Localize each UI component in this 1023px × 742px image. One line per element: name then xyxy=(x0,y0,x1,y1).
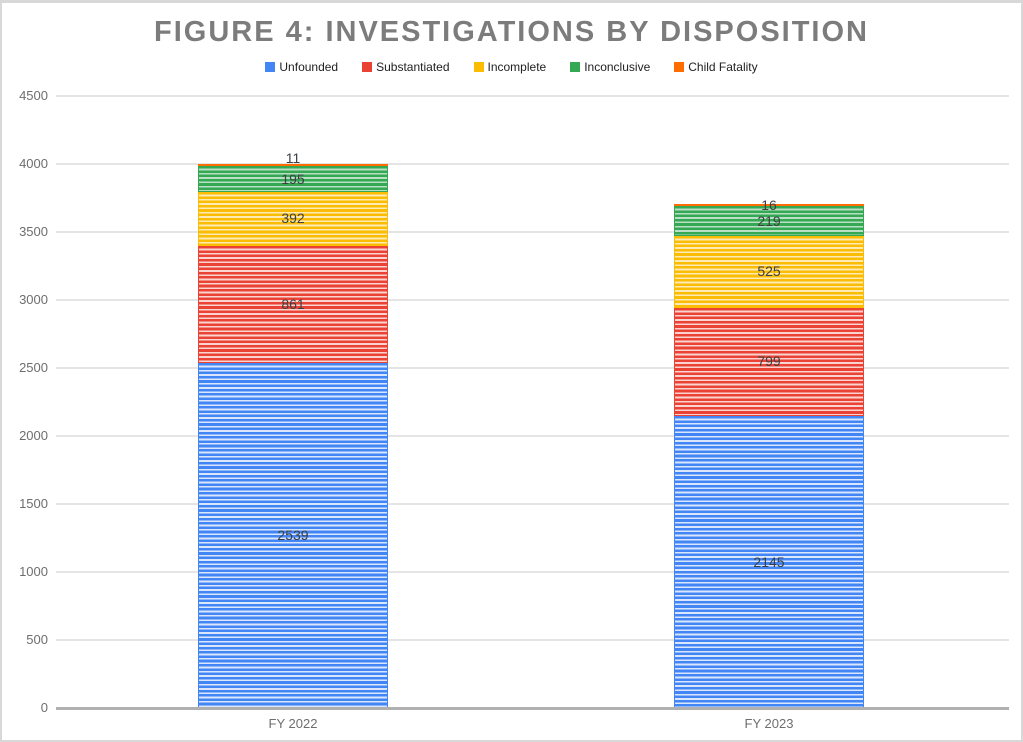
legend-swatch-icon xyxy=(362,62,373,72)
gridline-1500 xyxy=(56,503,1009,505)
bar-segment-unfounded xyxy=(674,416,864,708)
legend-swatch-icon xyxy=(674,62,685,72)
legend-item-substantiated: Substantiated xyxy=(362,60,450,74)
y-tick-label: 4000 xyxy=(19,156,48,171)
legend-label: Unfounded xyxy=(279,60,339,74)
bar-segment-inconclusive xyxy=(674,206,864,237)
chart-title: FIGURE 4: INVESTIGATIONS BY DISPOSITION xyxy=(153,16,869,48)
legend-label: Incomplete xyxy=(487,60,547,74)
legend-label: Inconclusive xyxy=(584,60,651,74)
bar-segment-child-fatality xyxy=(674,204,864,207)
legend-label: Child Fatality xyxy=(688,60,758,74)
data-label: 799 xyxy=(757,353,781,370)
gridline-2500 xyxy=(56,367,1009,369)
data-label: 11 xyxy=(285,149,301,166)
data-label: 16 xyxy=(761,196,777,213)
legend-swatch-icon xyxy=(265,62,276,72)
legend: Unfounded Substantiated Incomplete Inconclu… xyxy=(2,59,1021,75)
data-label: 392 xyxy=(281,210,305,227)
bar-segment-substantiated xyxy=(674,307,864,417)
y-tick-label: 3500 xyxy=(19,224,48,239)
y-tick-label: 500 xyxy=(26,632,48,647)
x-axis-label-fy-2023: FY 2023 xyxy=(744,716,794,731)
data-label: 219 xyxy=(757,212,781,229)
y-tick-label: 1500 xyxy=(19,496,48,511)
legend-swatch-icon xyxy=(570,62,581,72)
y-tick-label: 1000 xyxy=(19,564,48,579)
y-tick-label: 3000 xyxy=(19,292,48,307)
data-label: 2539 xyxy=(277,526,309,543)
bar-segment-unfounded xyxy=(198,362,388,708)
legend-item-incomplete: Incomplete xyxy=(473,60,547,74)
data-label: 2145 xyxy=(753,553,785,570)
data-label: 861 xyxy=(281,295,305,312)
gridline-3000 xyxy=(56,299,1009,301)
legend-item-inconclusive: Inconclusive xyxy=(570,60,650,74)
data-label: 525 xyxy=(757,263,781,280)
gridline-500 xyxy=(56,639,1009,641)
legend-item-unfounded: Unfounded xyxy=(265,60,338,74)
legend-swatch-icon xyxy=(473,62,484,72)
bar-segment-incomplete xyxy=(198,192,388,246)
gridline-3500 xyxy=(56,231,1009,233)
y-tick-label: 4500 xyxy=(19,88,48,103)
y-tick-label: 2000 xyxy=(19,428,48,443)
y-tick-label: 0 xyxy=(40,700,48,715)
x-axis-baseline xyxy=(56,707,1009,710)
bar-segment-incomplete xyxy=(674,236,864,308)
gridline-1000 xyxy=(56,571,1009,573)
bar-segment-substantiated xyxy=(198,245,388,363)
data-label: 195 xyxy=(281,170,305,187)
y-tick-label: 2500 xyxy=(19,360,48,375)
bar-segment-inconclusive xyxy=(198,165,388,193)
gridline-4500 xyxy=(56,95,1009,97)
gridline-4000 xyxy=(56,163,1009,165)
gridline-2000 xyxy=(56,435,1009,437)
legend-item-child-fatality: Child Fatality xyxy=(674,60,758,74)
legend-label: Substantiated xyxy=(376,60,450,74)
bar-segment-child-fatality xyxy=(198,164,388,166)
x-axis-label-fy-2022: FY 2022 xyxy=(268,716,318,731)
